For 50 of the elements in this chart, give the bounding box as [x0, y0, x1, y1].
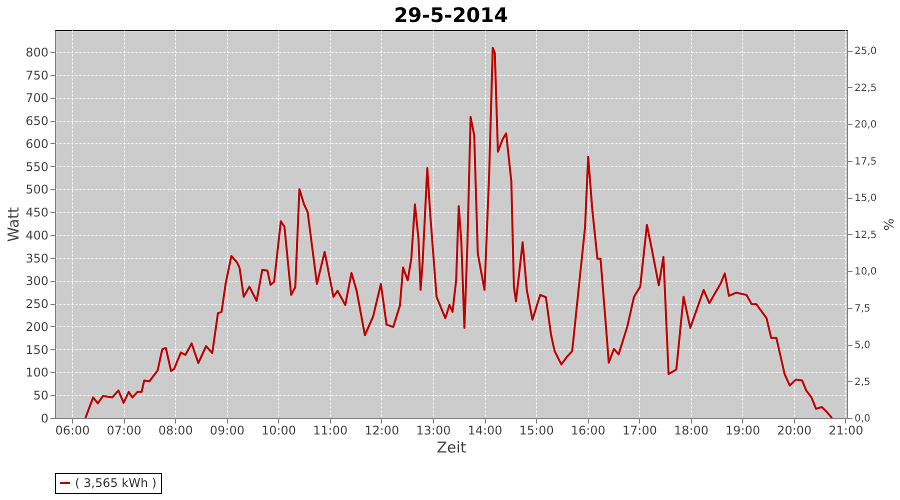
y-tick-label: 300 [26, 274, 48, 288]
y-tick-label: 50 [33, 388, 48, 403]
y2-tick-label: 12,5 [854, 230, 877, 241]
chart-title: 29-5-2014 [394, 3, 508, 27]
y-tick-label: 200 [26, 320, 48, 334]
y2-tick-label: 22,5 [854, 82, 877, 94]
y2-tick-label: 2,5 [854, 376, 870, 388]
y-tick-label: 450 [26, 206, 48, 220]
y-axis-title: Watt [4, 206, 23, 242]
y2-tick-label: 10,0 [854, 266, 877, 278]
y-tick-label: 150 [26, 342, 48, 357]
y2-tick-label: 0,0 [854, 414, 870, 424]
y-tick-label: 250 [26, 297, 48, 312]
y-tick-label: 350 [26, 251, 48, 266]
x-tick-label: 08:00 [158, 424, 193, 438]
y2-tick-label: 17,5 [854, 156, 877, 168]
y-tick-label: 800 [26, 45, 48, 60]
line-series [84, 46, 834, 419]
x-tick-label: 13:00 [416, 424, 451, 438]
x-tick-label: 16:00 [570, 424, 606, 438]
y-tick-label: 500 [26, 182, 48, 197]
y2-tick-label: 15,0 [854, 193, 877, 204]
y-tick-label: 100 [26, 366, 48, 380]
x-tick-label: 15:00 [519, 424, 554, 438]
y-tick-label: 700 [26, 91, 48, 106]
x-tick-label: 20:00 [777, 424, 812, 438]
y-tick-label: 650 [26, 114, 48, 128]
x-tick-label: 21:00 [828, 424, 864, 438]
x-tick-label: 10:00 [261, 424, 296, 438]
legend-label: ( 3,565 kWh ) [75, 476, 157, 490]
x-tick-label: 06:00 [55, 424, 90, 438]
y-tick-label: 400 [26, 228, 48, 242]
x-tick-label: 12:00 [364, 424, 400, 438]
y-tick-label: 750 [26, 68, 48, 82]
y2-tick-label: 25,0 [854, 46, 877, 58]
x-tick-label: 07:00 [106, 424, 142, 438]
x-tick-label: 09:00 [210, 424, 244, 438]
y2-axis-title: % [880, 218, 895, 231]
y2-tick-label: 7,5 [854, 303, 870, 314]
y2-tick-label: 20,0 [854, 120, 877, 131]
x-axis-title: Zeit [436, 438, 466, 456]
y-tick-label: 550 [26, 160, 48, 174]
x-tick-label: 14:00 [468, 424, 502, 438]
y-tick-label: 600 [26, 136, 48, 151]
x-tick-label: 17:00 [622, 424, 657, 438]
x-tick-label: 19:00 [726, 424, 760, 438]
x-tick-label: 11:00 [313, 424, 348, 438]
y-tick-label: 0 [40, 412, 48, 426]
y2-tick-label: 5,0 [854, 340, 870, 352]
x-tick-label: 18:00 [674, 424, 709, 438]
